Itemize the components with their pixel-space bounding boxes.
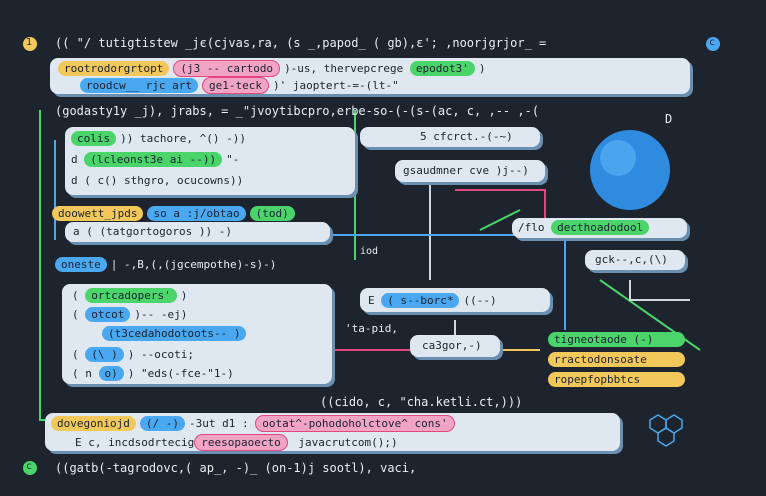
pill: roodcw__ rjc art — [80, 78, 198, 93]
code: )) tachore, ^() -)) — [120, 132, 246, 145]
code: )-us, thervepcrege — [284, 62, 404, 75]
pill: colis — [71, 131, 117, 146]
code: -3ut d1 : — [188, 417, 249, 430]
pill: (\ ) — [85, 347, 124, 362]
pill: epodot3' — [409, 61, 475, 76]
code: )' jaoptert-=-(lt-" — [272, 79, 399, 92]
code: ( c() sthgro, ocucowns)) — [84, 174, 244, 187]
code: ( — [72, 308, 86, 321]
top-box: rootrodorgrtopt (j3 -- cartodo)-us, therv… — [50, 58, 690, 94]
pill: oneste — [55, 257, 107, 272]
pill: (/ -) — [139, 416, 185, 431]
pill: otcot — [85, 307, 131, 322]
code: E c, incdsodrtecig — [75, 436, 195, 449]
pill: so a :j/obtao — [147, 206, 246, 221]
code: d — [71, 153, 78, 166]
note: 'ta-pid, — [345, 322, 398, 335]
code: E — [368, 294, 375, 307]
code-line: ((cido, c, "cha.ketli.ct,))) — [320, 395, 523, 409]
code: ) — [478, 62, 486, 75]
code: ca3gor,-) — [422, 339, 482, 352]
left-box: colis)) tachore, ^() -)) d (lcleonst3e a… — [65, 127, 355, 195]
pill: (lcleonst3e ai --)) — [84, 152, 223, 167]
code: ) "eds(-fce-"1-) — [127, 367, 234, 380]
center-box: gsaudmner cve )j--) — [395, 160, 545, 182]
code: )-- -ej) — [134, 308, 188, 321]
code: ) --ocoti; — [127, 348, 194, 361]
pill: (tod) — [249, 206, 295, 221]
label: D — [665, 112, 673, 126]
code: d — [71, 174, 78, 187]
marker: 1 — [26, 37, 33, 48]
center-box: 5 cfcrct.-(-~) — [360, 127, 540, 147]
code: a ( (tatgortogoros )) -) — [73, 225, 232, 238]
code: javacrutcom();) — [291, 436, 398, 449]
footer-line: ((gatb(-tagrodovc,( ap_, -)_ (on-1)j soo… — [55, 461, 417, 475]
pill: dovegoniojd — [51, 416, 136, 431]
code: | -,B,(,(jgcempothe)-s)-) — [110, 258, 277, 271]
pill: reesopaoecto — [194, 434, 288, 451]
code: /flo — [518, 221, 545, 234]
code: 5 cfcrct.-(-~) — [420, 130, 513, 143]
pill: decthoadodool — [551, 220, 650, 235]
code: ((--) — [463, 294, 497, 307]
code: ( — [72, 289, 79, 302]
pill: ootat^-pohodoholctove^ cons' — [255, 415, 455, 432]
center-box: ca3gor,-) — [410, 335, 500, 357]
pill: tigneotaode (-) — [548, 332, 685, 347]
bottom-box: dovegoniojd (/ -) -3ut d1 : ootat^-pohodoh… — [45, 413, 620, 451]
marker: c — [26, 461, 33, 472]
code-line: (godasty1y _j), jrabs, = _"jvoytibcpro,e… — [55, 104, 540, 118]
pill: rootrodorgrtopt — [58, 61, 170, 76]
pill: ge1-teck — [201, 77, 269, 94]
pill: ropepfopbbtcs — [548, 372, 685, 387]
pill: ortcadopers' — [85, 288, 177, 303]
code: ( — [72, 348, 86, 361]
pill: (t3cedahodotoots-- ) — [102, 326, 247, 341]
pill: o) — [98, 366, 124, 381]
code: ( n — [72, 367, 99, 380]
badge: c — [709, 37, 716, 48]
pill: ( s--borc* — [381, 293, 460, 308]
sub-box: a ( (tatgortogoros )) -) — [65, 222, 330, 242]
pill: doowett_jpds — [52, 206, 144, 221]
pill: rractodonsoate — [548, 352, 685, 367]
label: iod — [360, 246, 379, 257]
code: gck--,c,(\) — [595, 253, 668, 266]
header-line: (( "/ tutigtistew _jє(cjvas,ra, (s _,pap… — [55, 36, 547, 50]
code: gsaudmner cve )j--) — [403, 164, 529, 177]
big-box: ( ortcadopers') ( otcot)-- -ej) (t3cedah… — [62, 284, 332, 384]
center-box: E ( s--borc* ((--) — [360, 288, 550, 312]
code: "- — [226, 153, 240, 166]
right-box: /flo decthoadodool — [512, 218, 687, 238]
right-box: gck--,c,(\) — [585, 250, 685, 270]
pill: (j3 -- cartodo — [173, 60, 281, 77]
code: ) — [180, 289, 188, 302]
